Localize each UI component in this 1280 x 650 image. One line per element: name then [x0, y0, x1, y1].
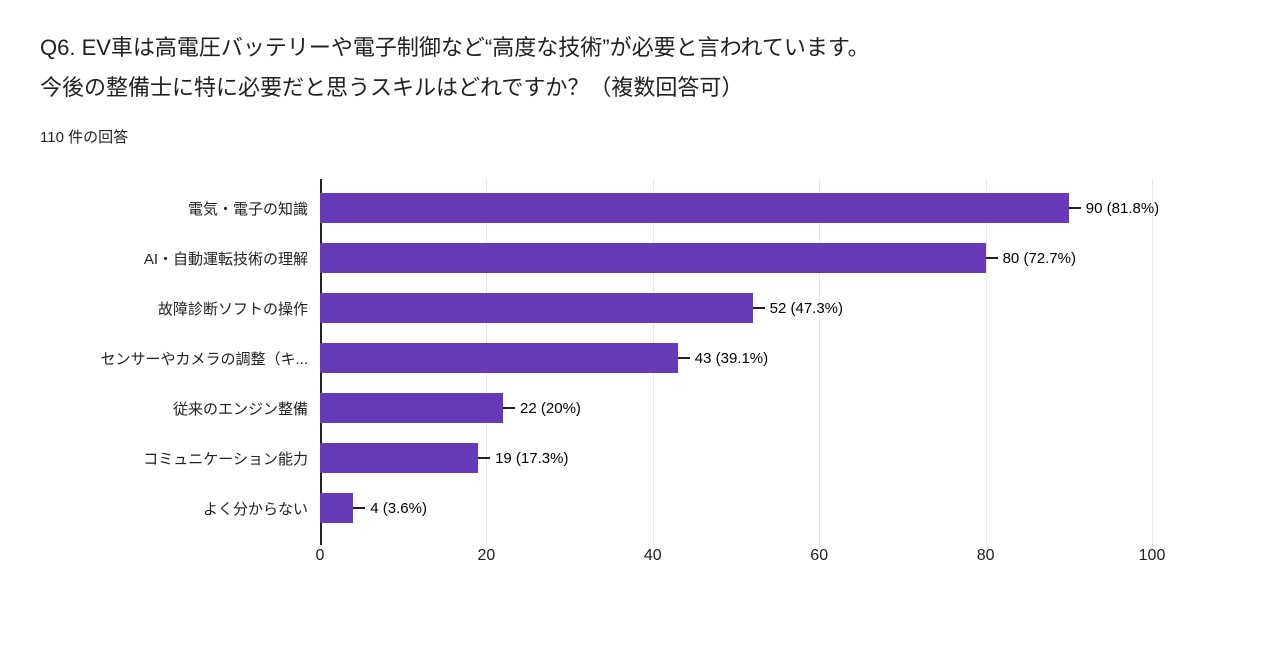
category-label: よく分からない [202, 500, 308, 518]
value-connector [478, 457, 491, 459]
response-count: 110 件の回答 [40, 129, 129, 146]
x-tick-label: 100 [1138, 547, 1166, 564]
value-label: 90 (81.8%) [1085, 199, 1160, 217]
category-label: AI・自動運転技術の理解 [143, 250, 308, 268]
x-tick-label: 60 [810, 547, 829, 564]
bar [320, 293, 753, 323]
chart-row: 電気・電子の知識 90 (81.8%) [0, 183, 1159, 233]
gridline [819, 179, 821, 545]
chart-area: 電気・電子の知識 90 (81.8%) AI・自動運転技術の理解 80 (72.7%)… [0, 179, 1159, 545]
chart-rows: 電気・電子の知識 90 (81.8%) AI・自動運転技術の理解 80 (72.7%)… [0, 183, 1159, 533]
gridline [1152, 179, 1153, 545]
bar [320, 393, 504, 423]
bar [320, 443, 479, 473]
chart-row: 故障診断ソフトの操作 52 (47.3%) [0, 283, 1152, 333]
chart-row: AI・自動運転技術の理解 80 (72.7%) [0, 233, 1152, 283]
value-connector [677, 357, 690, 359]
x-axis-ticks: 0 20 40 60 80 100 [316, 547, 1166, 569]
x-tick-label: 40 [643, 547, 662, 564]
bar [320, 243, 986, 273]
value-connector [353, 507, 366, 509]
value-label: 4 (3.6%) [370, 499, 427, 517]
bar-chart: 電気・電子の知識 90 (81.8%) AI・自動運転技術の理解 80 (72.7%)… [0, 179, 1166, 569]
value-label: 22 (20%) [520, 399, 581, 417]
bar-track: 90 (81.8%) [320, 183, 1159, 233]
value-connector [985, 257, 998, 259]
chart-row: 従来のエンジン整備 22 (20%) [0, 383, 1152, 433]
question-title-line2: 今後の整備士に特に必要だと思うスキルはどれですか？（複数回答可） [40, 75, 744, 100]
bar-track: 52 (47.3%) [320, 283, 1152, 333]
chart-row: センサーやカメラの調整（キ... 43 (39.1%) [0, 333, 1152, 383]
bar [320, 343, 678, 373]
question-title: Q6. EV車は高電圧バッテリーや電子制御など“高度な技術”が必要と言われていま… [40, 28, 1220, 108]
bar-track: 80 (72.7%) [320, 233, 1152, 283]
bar-track: 22 (20%) [320, 383, 1152, 433]
bar-track: 19 (17.3%) [320, 433, 1152, 483]
bar [320, 493, 354, 523]
value-label: 43 (39.1%) [694, 349, 769, 367]
gridline [985, 179, 987, 545]
category-label: 故障診断ソフトの操作 [157, 300, 308, 318]
bar [320, 193, 1069, 223]
question-title-line1: Q6. EV車は高電圧バッテリーや電子制御など“高度な技術”が必要と言われていま… [40, 35, 870, 60]
category-label: センサーやカメラの調整（キ... [100, 350, 308, 368]
x-tick-label: 20 [477, 547, 496, 564]
category-label: コミュニケーション能力 [143, 450, 308, 468]
value-label: 19 (17.3%) [495, 449, 569, 467]
value-label: 80 (72.7%) [1002, 249, 1076, 267]
header: Q6. EV車は高電圧バッテリーや電子制御など“高度な技術”が必要と言われていま… [0, 0, 1280, 147]
value-connector [503, 407, 516, 409]
value-connector [752, 307, 765, 309]
value-connector [1068, 207, 1081, 209]
chart-row: よく分からない 4 (3.6%) [0, 483, 1152, 533]
value-label: 52 (47.3%) [769, 299, 843, 317]
category-label: 電気・電子の知識 [187, 200, 308, 218]
x-tick-label: 80 [976, 547, 995, 564]
x-tick-label: 0 [315, 547, 325, 564]
chart-row: コミュニケーション能力 19 (17.3%) [0, 433, 1152, 483]
category-label: 従来のエンジン整備 [172, 400, 308, 418]
bar-track: 43 (39.1%) [320, 333, 1152, 383]
bar-track: 4 (3.6%) [320, 483, 1152, 533]
